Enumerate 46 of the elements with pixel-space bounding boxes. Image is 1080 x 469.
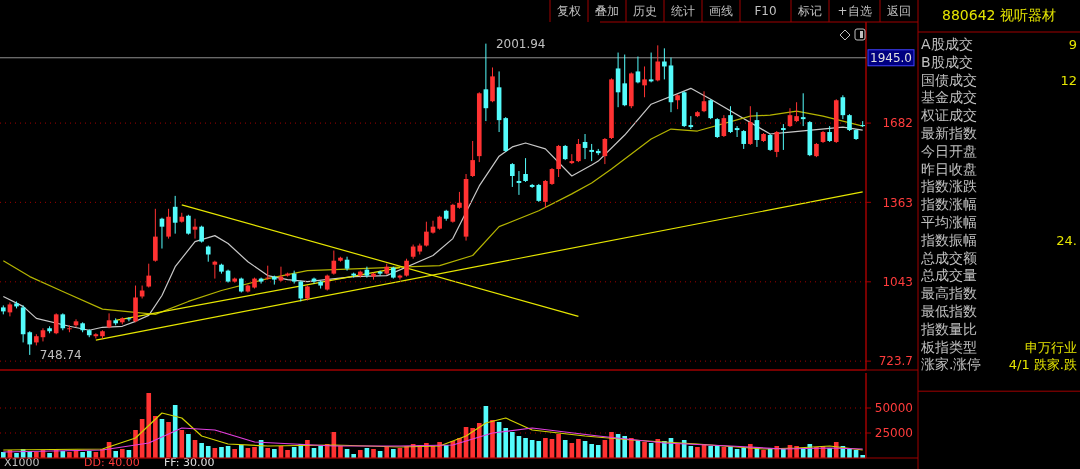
category-label: 总成交量	[920, 267, 977, 284]
category-label: 昨日收盘	[921, 160, 977, 177]
annotation: FF: 30.00	[164, 456, 215, 469]
annotation: DD: 40.00	[84, 456, 140, 469]
text: 12	[1060, 72, 1077, 88]
annotation: X1000	[4, 456, 40, 469]
category-label: 最新指数	[921, 125, 977, 141]
category-label: 板指类型	[920, 338, 977, 355]
category-label: 总成交额	[920, 249, 977, 266]
category-label: 基金成交	[921, 89, 977, 106]
category-label: 指数量比	[920, 320, 977, 337]
y-tick-label: 50000	[874, 401, 913, 416]
category-label: 历史	[633, 4, 657, 18]
category-label: 标记	[797, 4, 822, 18]
ref-line-label: 1945.0	[870, 50, 912, 65]
category-label: 今日开盘	[921, 142, 977, 159]
text: 4/1 跌家.跌	[1008, 357, 1077, 373]
category-label: A股成交	[921, 36, 973, 52]
category-label: 平均涨幅	[921, 214, 977, 230]
y-tick-label: 723.7	[878, 354, 913, 369]
category-label: 叠加	[595, 4, 619, 18]
category-label: 权证成交	[920, 107, 977, 124]
category-label: 国债成交	[921, 71, 977, 88]
category-label: 指数振幅	[920, 231, 977, 248]
y-tick-label: 1363	[882, 195, 913, 210]
y-tick-label: 25000	[874, 426, 913, 441]
annotation: 748.74	[39, 348, 82, 363]
category-label: 统计	[671, 4, 695, 18]
category-label: 返回	[887, 4, 911, 18]
text: 24.	[1056, 232, 1077, 248]
annotation: 2001.94	[495, 36, 546, 51]
category-label: 最低指数	[921, 303, 977, 319]
category-label: 指数涨幅	[920, 196, 977, 213]
category-label: 指数涨跌	[920, 178, 977, 195]
category-label: 最高指数	[921, 285, 977, 302]
category-label: 画线	[709, 4, 733, 18]
y-tick-label: 1043	[882, 275, 913, 290]
category-label: 复权	[557, 4, 581, 18]
y-tick-label: 1682	[882, 116, 913, 131]
category-label: B股成交	[921, 53, 973, 70]
text: 880642 视听器材	[942, 7, 1056, 23]
text: 9	[1068, 37, 1077, 52]
category-label: F10	[754, 4, 777, 18]
category-label: 涨家.涨停	[921, 356, 982, 373]
text: 申万行业	[1025, 339, 1077, 355]
category-label: +自选	[837, 4, 872, 18]
